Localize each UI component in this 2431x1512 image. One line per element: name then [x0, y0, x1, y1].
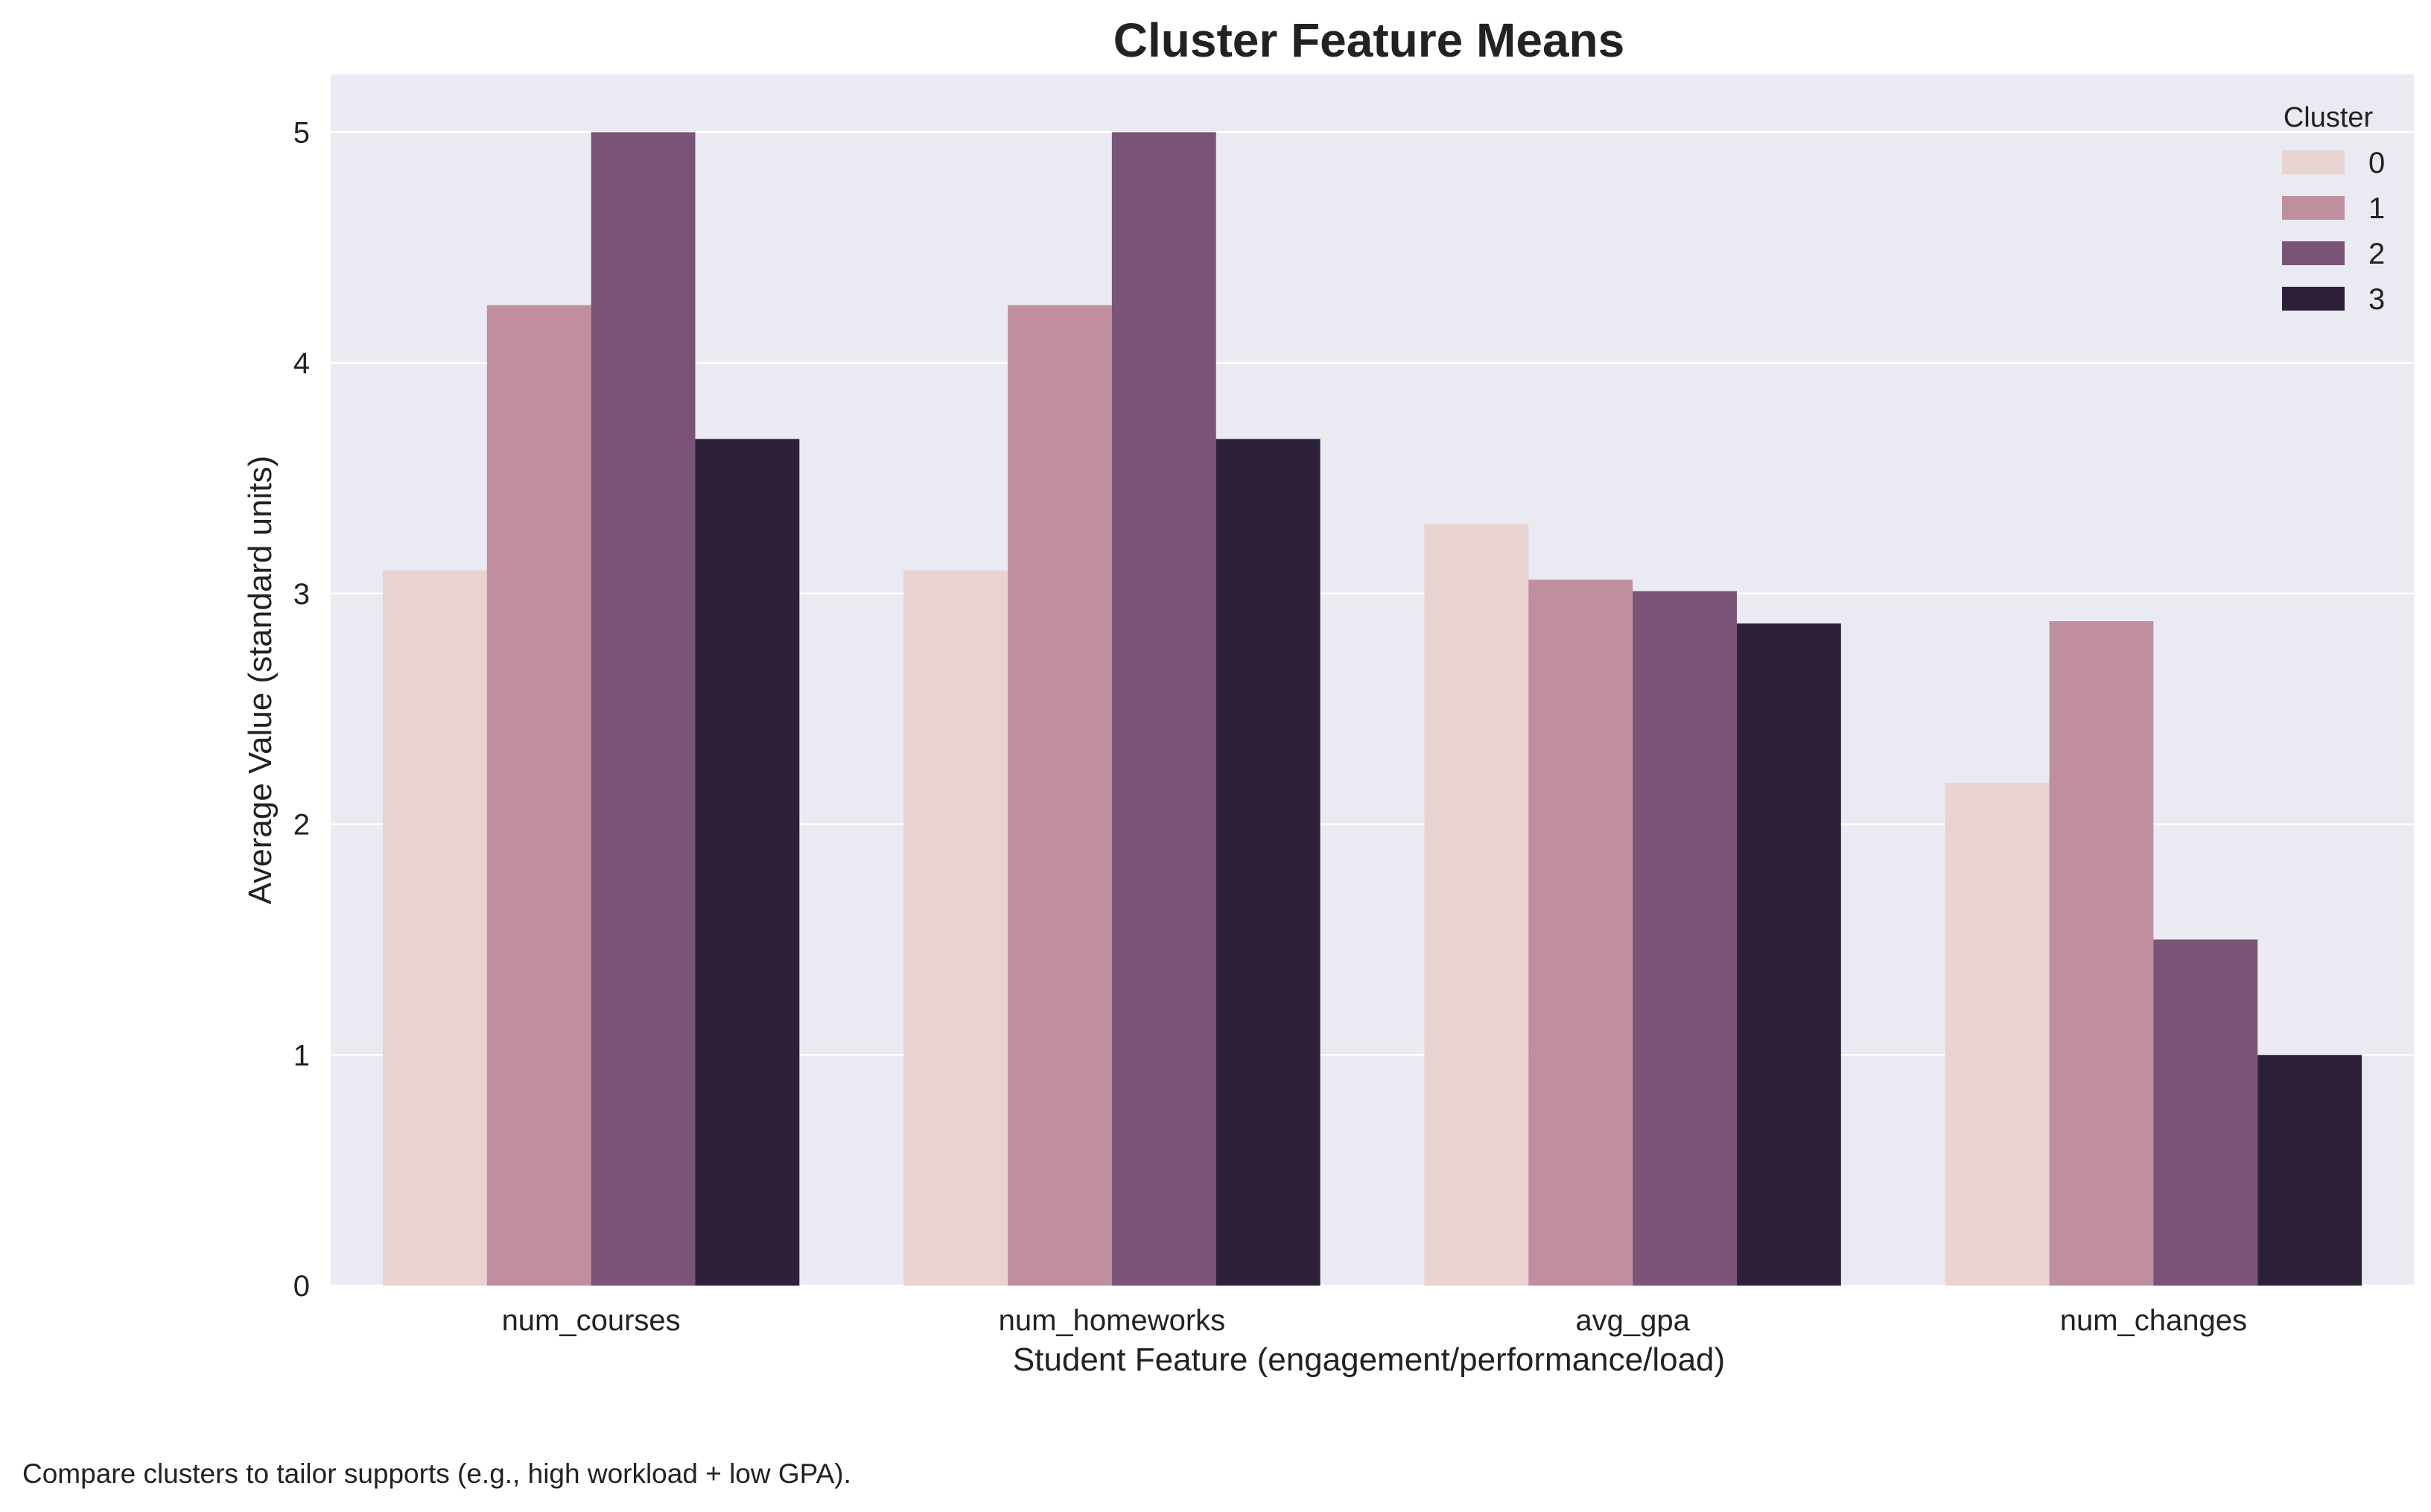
x-tick-label: avg_gpa	[1575, 1304, 1690, 1337]
bar-cluster-0-num_courses	[382, 570, 487, 1286]
bar-cluster-1-avg_gpa	[1528, 579, 1633, 1286]
x-tick-label: num_homeworks	[999, 1304, 1226, 1337]
y-tick-label: 4	[293, 347, 310, 380]
bar-cluster-2-num_changes	[2153, 939, 2258, 1286]
bar-cluster-3-num_homeworks	[1216, 439, 1321, 1286]
bar-cluster-2-num_courses	[591, 132, 696, 1286]
legend-label: 3	[2368, 283, 2385, 316]
bar-cluster-1-num_homeworks	[1008, 305, 1112, 1286]
legend-title: Cluster	[2284, 102, 2374, 133]
bar-cluster-3-num_courses	[695, 439, 800, 1286]
y-tick-label: 2	[293, 809, 310, 842]
bar-cluster-1-num_courses	[486, 305, 591, 1286]
legend: Cluster 0 1 2 3	[2282, 102, 2385, 316]
chart-title: Cluster Feature Means	[1113, 13, 1624, 67]
bar-cluster-3-num_changes	[2257, 1055, 2362, 1286]
x-axis-label: Student Feature (engagement/performance/…	[1013, 1341, 1725, 1378]
legend-swatch	[2282, 196, 2345, 220]
legend-label: 0	[2368, 147, 2385, 180]
x-tick-label: num_changes	[2060, 1304, 2247, 1337]
legend-swatch	[2282, 287, 2345, 311]
y-tick-label: 5	[293, 116, 310, 149]
y-axis-ticks: 0 1 2 3 4 5	[293, 116, 310, 1303]
bar-cluster-1-num_changes	[2049, 621, 2154, 1286]
bar-cluster-0-avg_gpa	[1424, 524, 1529, 1286]
legend-swatch	[2282, 150, 2345, 174]
legend-swatch	[2282, 241, 2345, 265]
bar-cluster-2-num_homeworks	[1111, 132, 1216, 1286]
bar-cluster-3-avg_gpa	[1736, 623, 1841, 1286]
legend-label: 2	[2368, 238, 2385, 270]
y-tick-label: 3	[293, 578, 310, 611]
bar-cluster-0-num_changes	[1945, 782, 2050, 1286]
x-tick-label: num_courses	[502, 1304, 681, 1337]
legend-label: 1	[2368, 192, 2385, 225]
x-axis-ticks: num_courses num_homeworks avg_gpa num_chang…	[502, 1304, 2247, 1337]
bars	[382, 132, 2362, 1286]
bar-cluster-2-avg_gpa	[1633, 591, 1737, 1286]
chart-caption: Compare clusters to tailor supports (e.g…	[22, 1458, 851, 1489]
y-tick-label: 0	[293, 1270, 310, 1303]
y-tick-label: 1	[293, 1039, 310, 1072]
y-axis-label: Average Value (standard units)	[242, 456, 279, 905]
bar-cluster-0-num_homeworks	[903, 570, 1008, 1286]
